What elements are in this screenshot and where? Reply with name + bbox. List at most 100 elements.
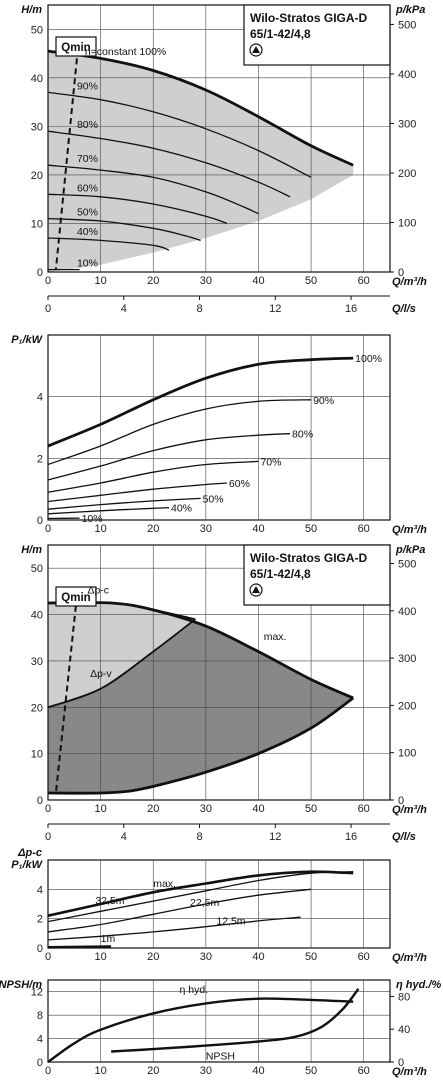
axis-label-x: Q/m³/h xyxy=(392,804,427,816)
speed-curve xyxy=(47,49,354,167)
series-label: 60% xyxy=(229,478,250,490)
tick-label-x: 10 xyxy=(94,523,106,535)
tick-label-x: 0 xyxy=(45,1065,51,1077)
tick-label-y-right: 40 xyxy=(398,1024,410,1036)
series-label: η hyd. xyxy=(180,984,209,996)
axis-label-x: Q/m³/h xyxy=(392,524,427,536)
tick-label-y-right: 400 xyxy=(398,69,416,81)
tick-label-y-right: 200 xyxy=(398,700,416,712)
axis-label-y: NPSH/m xyxy=(0,979,42,991)
qmin-box xyxy=(55,36,97,57)
pump-arrow-icon xyxy=(252,586,260,593)
axis-label-y: P₁/kW xyxy=(11,334,43,346)
tick-label-y-right: 400 xyxy=(398,606,416,618)
tick-label-y-right: 300 xyxy=(398,118,416,130)
tick-label-y: 0 xyxy=(37,515,43,527)
power-curve xyxy=(47,497,201,510)
tick-label-x: 0 xyxy=(45,951,51,963)
tick-label-x: 0 xyxy=(45,275,51,287)
axis-label-y-top: Δp-c xyxy=(17,847,42,859)
setpoint-power-curve xyxy=(47,870,354,917)
setpoint-power-curve xyxy=(47,916,301,941)
tick-label-x2: 0 xyxy=(45,303,51,315)
power-curve xyxy=(47,356,354,448)
tick-label-y: 2 xyxy=(37,453,43,465)
tick-label-y: 40 xyxy=(31,73,43,85)
speed-curve xyxy=(47,237,170,251)
product-model-top: 65/1-42/4,8 xyxy=(250,27,311,41)
power-curve xyxy=(47,507,170,515)
product-box-middle: Wilo-Stratos GIGA-D 65/1-42/4,8 xyxy=(243,544,391,606)
tick-label-x: 50 xyxy=(305,803,317,815)
tick-label-x: 20 xyxy=(147,523,159,535)
tick-label-y-right: 200 xyxy=(398,168,416,180)
series-label: 40% xyxy=(77,226,98,238)
product-name-middle: Wilo-Stratos GIGA-D xyxy=(250,551,368,565)
product-name-top: Wilo-Stratos GIGA-D xyxy=(250,11,368,25)
series-label: NPSH xyxy=(206,1051,235,1063)
tick-label-y: 30 xyxy=(31,656,43,668)
tick-label-x: 60 xyxy=(358,523,370,535)
axis-label-x: Q/m³/h xyxy=(392,276,427,288)
power-curve xyxy=(47,482,227,503)
tick-label-x: 30 xyxy=(200,1065,212,1077)
tick-label-x: 10 xyxy=(94,803,106,815)
tick-label-x2: 12 xyxy=(269,831,281,843)
series-label: 50% xyxy=(77,207,98,219)
axis-label-x: Q/m³/h xyxy=(392,952,427,964)
tick-label-x: 60 xyxy=(358,803,370,815)
speed-curve xyxy=(47,91,312,178)
tick-label-x: 0 xyxy=(45,523,51,535)
tick-label-y: 0 xyxy=(37,1057,43,1069)
tick-label-y: 0 xyxy=(37,267,43,279)
tick-label-x: 50 xyxy=(305,275,317,287)
series-label: 90% xyxy=(313,395,334,407)
series-label: 10% xyxy=(77,258,98,270)
tick-label-y: 8 xyxy=(37,1010,43,1022)
series-label: 100% xyxy=(355,353,382,365)
series-label: 80% xyxy=(77,119,98,131)
series-label: 70% xyxy=(77,153,98,165)
tick-label-x: 30 xyxy=(200,523,212,535)
series-label: 1m xyxy=(101,933,116,945)
power-curve xyxy=(47,460,259,493)
series-label: 60% xyxy=(77,182,98,194)
tick-label-y-right: 300 xyxy=(398,653,416,665)
series-label: 12,5m xyxy=(216,916,245,928)
tick-label-y-right: 0 xyxy=(398,267,404,279)
tick-label-y-right: 100 xyxy=(398,748,416,760)
tick-label-x: 30 xyxy=(200,275,212,287)
tick-label-x: 40 xyxy=(252,951,264,963)
series-label: 70% xyxy=(260,456,281,468)
tick-label-x2: 16 xyxy=(345,831,357,843)
setpoint-power-curve xyxy=(47,945,112,949)
tick-label-x: 30 xyxy=(200,803,212,815)
tick-label-y: 50 xyxy=(31,563,43,575)
panel-frame xyxy=(47,544,391,801)
chart-text-layer: 0 10 20 30 40 50 60010203040500100200300400500… xyxy=(0,4,441,1078)
axis-label-y: H/m xyxy=(21,4,42,16)
series-label: n=constant 100% xyxy=(85,46,166,58)
series-label: 50% xyxy=(203,493,224,505)
tick-label-y: 20 xyxy=(31,702,43,714)
tick-label-x: 20 xyxy=(147,275,159,287)
series-label: 10% xyxy=(82,513,103,525)
tick-label-x2: 16 xyxy=(345,303,357,315)
tick-label-y: 4 xyxy=(37,884,43,896)
tick-label-x: 10 xyxy=(94,1065,106,1077)
axis-label-y: H/m xyxy=(21,544,42,556)
tick-label-y: 4 xyxy=(37,1034,43,1046)
axis-label-x2: Q/l/s xyxy=(392,831,416,843)
panel-frame xyxy=(47,334,391,521)
qmin-line xyxy=(54,595,78,794)
tick-label-y: 30 xyxy=(31,121,43,133)
tick-label-y: 4 xyxy=(37,392,43,404)
qmin-label: Qmin xyxy=(61,42,90,54)
control-curve xyxy=(47,696,355,795)
tick-label-y: 40 xyxy=(31,610,43,622)
tick-label-y: 10 xyxy=(31,218,43,230)
series-label: 22,5m xyxy=(190,897,219,909)
tick-label-y-right: 0 xyxy=(398,1057,404,1069)
tick-label-x: 20 xyxy=(147,951,159,963)
